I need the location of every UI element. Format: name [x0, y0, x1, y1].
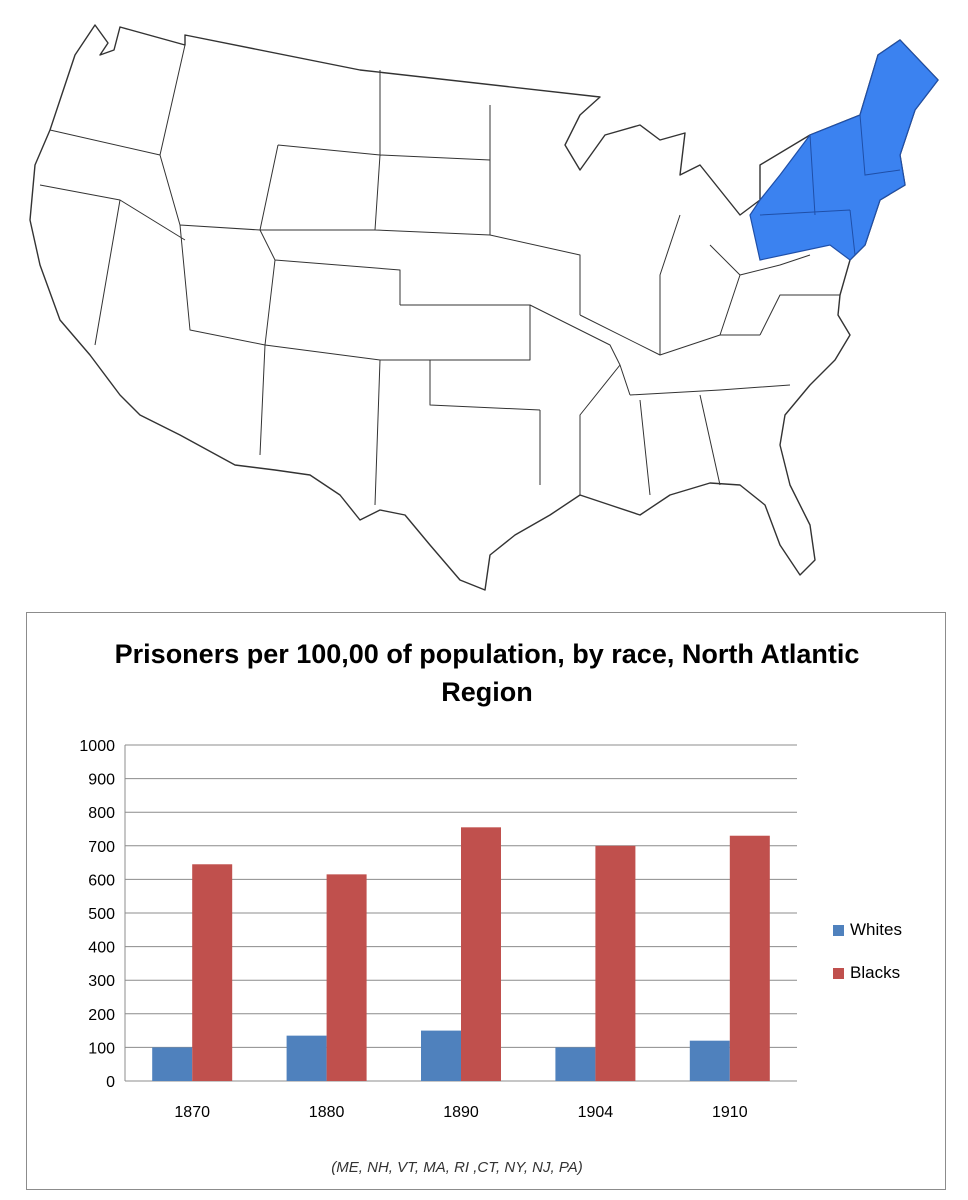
legend-swatch-whites — [833, 924, 844, 936]
bar-blacks-1880 — [326, 874, 367, 1081]
bars — [152, 827, 770, 1081]
bar-whites-1880 — [286, 1035, 327, 1081]
bar-blacks-1904 — [595, 845, 636, 1081]
legend-label-whites: Whites — [850, 920, 902, 939]
y-tick-label: 400 — [88, 940, 115, 957]
bar-whites-1870 — [152, 1047, 193, 1081]
chart-panel: Prisoners per 100,00 of population, by r… — [26, 612, 946, 1190]
y-tick-label: 600 — [88, 872, 115, 889]
legend-swatch-blacks — [833, 967, 844, 979]
y-tick-label: 200 — [88, 1007, 115, 1024]
y-axis-ticks: 0 100 200 300 400 500 600 700 800 900 1000 — [79, 738, 115, 1091]
bar-whites-1890 — [421, 1030, 461, 1081]
x-axis-ticks: 1870 1880 1890 1904 1910 — [174, 1104, 747, 1121]
x-tick-label: 1880 — [309, 1104, 345, 1121]
bar-blacks-1890 — [461, 827, 501, 1081]
y-tick-label: 500 — [88, 906, 115, 923]
us-outline — [29, 24, 939, 591]
legend-item-whites: Whites — [833, 919, 943, 941]
legend-item-blacks: Blacks — [833, 962, 943, 984]
chart-footnote: (ME, NH, VT, MA, RI ,CT, NY, NJ, PA) — [331, 1159, 583, 1176]
bar-whites-1910 — [689, 1040, 730, 1081]
bar-blacks-1870 — [192, 864, 233, 1081]
chart-title: Prisoners per 100,00 of population, by r… — [114, 639, 860, 707]
x-tick-label: 1904 — [578, 1104, 614, 1121]
y-tick-label: 0 — [106, 1074, 115, 1091]
x-tick-label: 1910 — [712, 1104, 748, 1121]
bar-whites-1904 — [555, 1047, 596, 1081]
state-borders — [39, 44, 840, 506]
highlighted-region — [749, 39, 939, 261]
bar-blacks-1910 — [729, 835, 770, 1081]
highlighted-region-borders — [759, 114, 901, 256]
y-tick-label: 900 — [88, 772, 115, 789]
bar-chart: 0 100 200 300 400 500 600 700 800 900 1000 1870 188… — [79, 738, 797, 1121]
y-tick-label: 300 — [88, 973, 115, 990]
y-tick-label: 800 — [88, 805, 115, 822]
legend-label-blacks: Blacks — [850, 963, 901, 982]
y-tick-label: 1000 — [79, 738, 115, 755]
us-map-svg — [29, 24, 939, 591]
x-tick-label: 1890 — [443, 1104, 479, 1121]
x-tick-label: 1870 — [174, 1104, 210, 1121]
legend: Whites Blacks — [833, 919, 943, 1005]
y-tick-label: 700 — [88, 839, 115, 856]
y-tick-label: 100 — [88, 1040, 115, 1057]
us-map — [20, 15, 950, 595]
